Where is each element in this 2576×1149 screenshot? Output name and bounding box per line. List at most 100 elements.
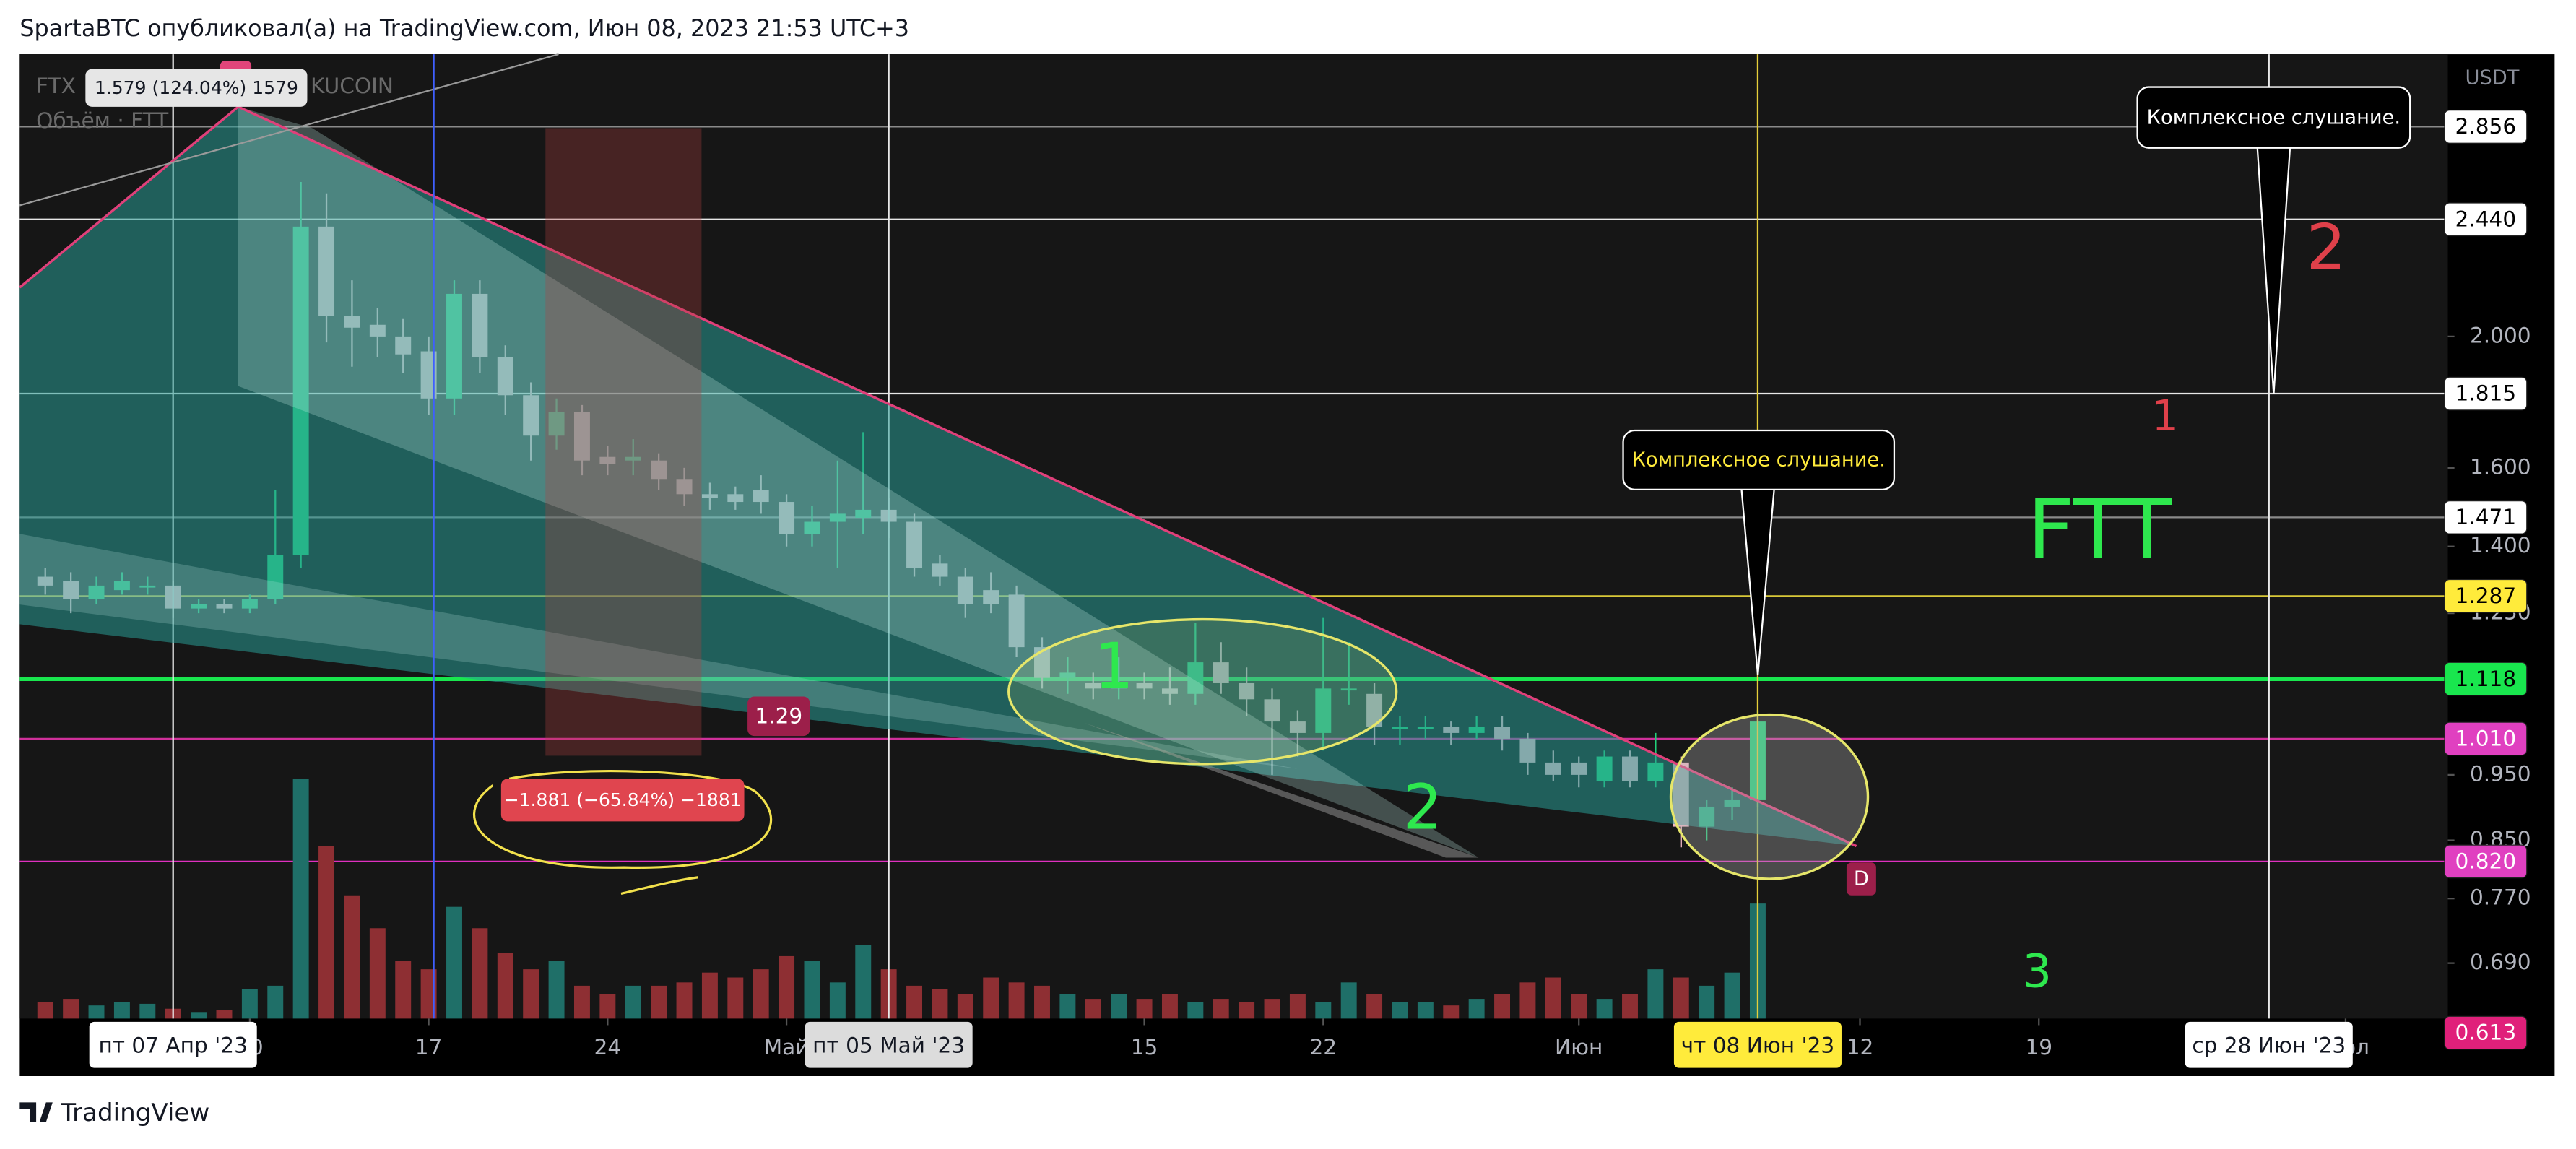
range-badge [500, 779, 745, 822]
price-tag-text: 1.29 [755, 703, 802, 728]
volume-bar [1085, 999, 1101, 1019]
volume-bar [829, 982, 846, 1019]
price-level-label: 1.118 [2455, 667, 2517, 691]
wave-label: 2 [2307, 212, 2346, 284]
price-level-label: 0.820 [2455, 849, 2517, 874]
highlight-ellipse [1007, 617, 1398, 766]
volume-bar [241, 989, 258, 1019]
volume-bar [1213, 999, 1229, 1019]
volume-bar [472, 928, 488, 1019]
volume-bar [573, 985, 590, 1019]
hand-drawn-stroke [620, 876, 699, 896]
volume-bar [1571, 994, 1587, 1019]
publish-header: SpartaBTC опубликовал(а) на TradingView.… [19, 14, 909, 42]
point-label: D [1854, 868, 1869, 890]
highlight-ellipse [1669, 713, 1870, 880]
wave-label: 1 [2151, 391, 2179, 441]
price-level-badge [2444, 721, 2528, 756]
volume-bar [957, 994, 973, 1019]
volume-bar [1417, 1002, 1434, 1019]
volume-bar [1468, 999, 1485, 1019]
trend-line [19, 53, 559, 207]
footer-logo: TradingView [19, 1098, 209, 1127]
volume-bar [651, 985, 667, 1019]
volume-bar [1647, 969, 1664, 1019]
volume-bar [1622, 994, 1638, 1019]
footer-brand: TradingView [60, 1098, 209, 1127]
price-level-label: 1.815 [2455, 381, 2517, 406]
y-tick-label: 1.600 [2470, 454, 2531, 479]
callout-text: Комплексное слушание. [1632, 449, 1886, 472]
callout-text: Комплексное слушание. [2147, 106, 2401, 129]
point-badge [1846, 862, 1876, 896]
price-tag [747, 696, 810, 737]
volume-bar [727, 977, 744, 1019]
volume-bar [1673, 977, 1689, 1019]
price-level-badge [2444, 844, 2528, 879]
callout-box [2136, 86, 2411, 149]
volume-bar [318, 846, 335, 1019]
volume-bar [395, 961, 412, 1019]
volume-bar [1366, 994, 1383, 1019]
volume-bar [1264, 999, 1280, 1019]
logo-icon [19, 1102, 53, 1122]
volume-bar [88, 1005, 105, 1019]
volume-bar [113, 1002, 130, 1019]
volume-bar [1111, 994, 1127, 1019]
volume-bar [548, 961, 565, 1019]
wave-label: 1 [1094, 630, 1134, 703]
date-marker-label: пт 05 Май '23 [812, 1033, 965, 1058]
volume-bar [523, 969, 539, 1019]
axes-layer: USDT 2.0001.6001.4001.2500.9500.8500.770… [89, 67, 2531, 1068]
volume-bar [420, 969, 437, 1019]
volume-bar [1059, 994, 1076, 1019]
falling-wedge [19, 106, 1857, 846]
volume-bar [1545, 977, 1561, 1019]
volume-bar [216, 1010, 233, 1019]
volume-bar [701, 972, 718, 1019]
drawings-layer: C D 1.29 −1.881 (−65.84%) −1881 1.579 (1… [19, 53, 2411, 1019]
x-tick-label: 12 [1847, 1035, 1874, 1059]
y-tick-label: 0.950 [2470, 761, 2531, 786]
wedge-tip [1084, 722, 1479, 858]
exchange: KUCOIN [311, 74, 394, 98]
price-level-badge [2444, 579, 2528, 613]
volume-bar [191, 1012, 207, 1019]
date-marker-label: чт 08 Июн '23 [1681, 1033, 1835, 1058]
volume-bar [1340, 982, 1357, 1019]
volume-bar [1392, 1002, 1408, 1019]
tooltip-text: 1.579 (124.04%) 1579 [95, 77, 298, 98]
volume-bar [1596, 999, 1613, 1019]
price-level-badge [2444, 202, 2528, 237]
price-level-label: 1.471 [2455, 505, 2517, 529]
volume-bar [1161, 994, 1178, 1019]
wave-label: 3 [2023, 945, 2052, 999]
callout-box [1622, 429, 1896, 491]
volume-bar [599, 994, 616, 1019]
date-marker-badge [2185, 1021, 2353, 1068]
wave-label: 2 [1403, 772, 1443, 844]
volume-bar [676, 982, 693, 1019]
price-level-label: 1.287 [2455, 584, 2517, 608]
x-tick-label: 22 [1309, 1035, 1337, 1059]
x-tick-label: 19 [2025, 1035, 2052, 1059]
range-badge-text: −1.881 (−65.84%) −1881 [504, 789, 742, 810]
volume-bar [1494, 994, 1511, 1019]
volume-bar [1443, 1005, 1460, 1019]
volume-bar [1187, 1002, 1204, 1019]
price-level-label: 0.613 [2455, 1020, 2517, 1045]
price-level-label: 1.010 [2455, 727, 2517, 751]
volume-bar [63, 999, 79, 1019]
volume-bar [292, 779, 309, 1019]
volume-bar [1239, 1002, 1255, 1019]
date-marker-label: пт 07 Апр '23 [98, 1033, 247, 1058]
volume-bar [139, 1003, 156, 1019]
y-tick-label: 0.690 [2470, 950, 2531, 974]
volume-bar [779, 955, 795, 1019]
date-marker-badge [89, 1021, 257, 1068]
volume-bar [983, 977, 999, 1019]
date-marker-badge [1673, 1021, 1842, 1068]
price-level-badge [2444, 110, 2528, 144]
price-level-badge [2444, 376, 2528, 411]
